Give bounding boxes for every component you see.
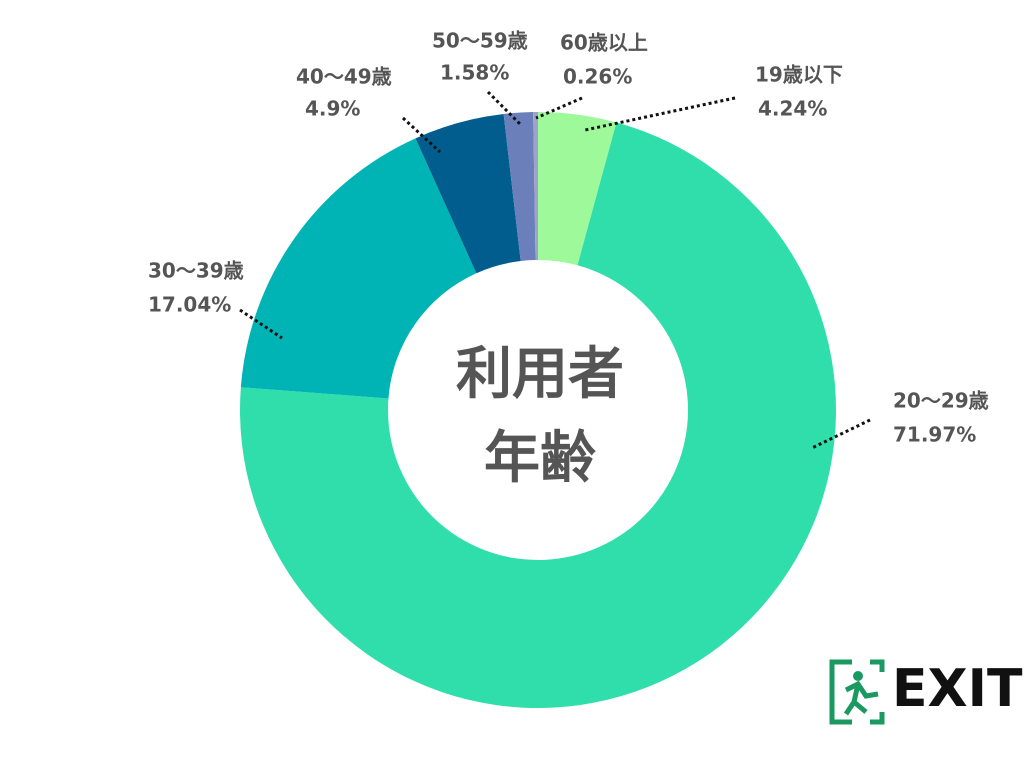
logo-text: EXIT — [892, 659, 1023, 719]
value-label: 0.26% — [563, 65, 632, 89]
logo-icon — [829, 659, 885, 725]
leader-line — [535, 96, 583, 120]
slice — [415, 113, 521, 274]
slices — [239, 112, 837, 708]
center-text: 利用者 — [456, 342, 624, 407]
category-label: 60歳以上 — [560, 31, 648, 55]
value-label: 4.9% — [305, 97, 360, 121]
value-label: 1.58% — [440, 61, 509, 85]
value-label: 17.04% — [148, 293, 231, 317]
category-label: 19歳以下 — [755, 63, 843, 87]
logo-icon — [853, 671, 863, 681]
category-label: 50〜59歳 — [432, 29, 528, 53]
slice — [538, 112, 617, 266]
category-label: 20〜29歳 — [893, 389, 989, 413]
slice — [503, 112, 536, 262]
value-label: 71.97% — [893, 423, 976, 447]
leader-line — [239, 308, 283, 340]
leader-line — [486, 90, 522, 126]
slice — [240, 138, 477, 399]
logo-icon — [843, 680, 879, 716]
leader-line — [811, 418, 871, 450]
value-label: 4.24% — [758, 97, 827, 121]
category-label: 40〜49歳 — [296, 65, 392, 89]
logo: EXIT — [829, 659, 1023, 725]
slice — [533, 112, 538, 261]
center-text: 年齢 — [484, 426, 596, 491]
category-label: 30〜39歳 — [148, 259, 244, 283]
leader-line — [401, 116, 442, 154]
slice — [239, 122, 837, 708]
leader-line — [584, 96, 736, 132]
